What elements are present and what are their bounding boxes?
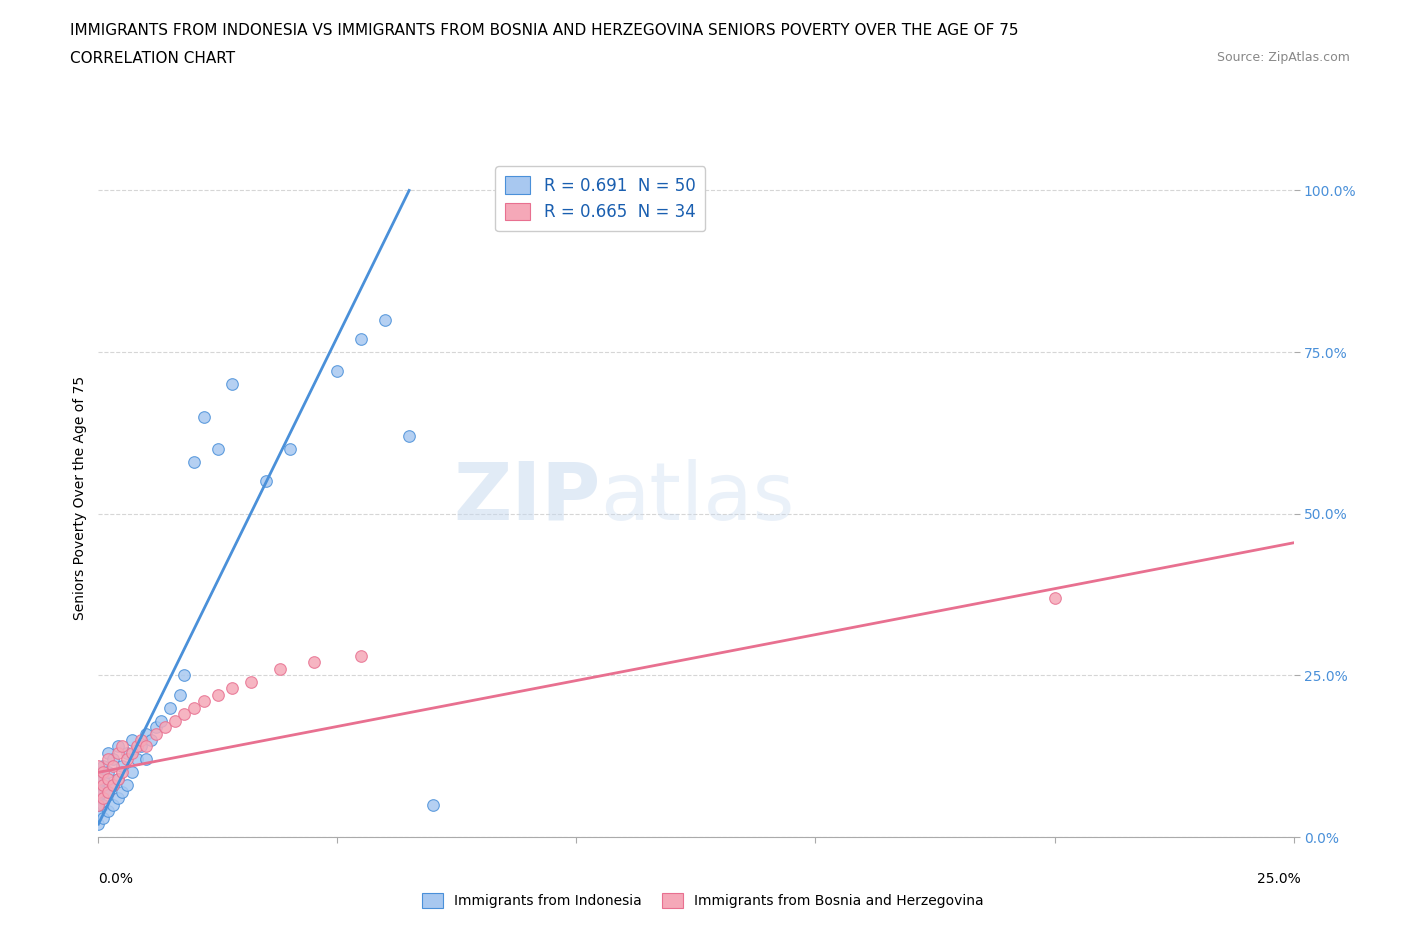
Point: [278, 442, 301, 457]
Point: [115, 746, 138, 761]
Point: [107, 771, 129, 786]
Point: [97, 746, 120, 761]
Text: atlas: atlas: [600, 458, 794, 537]
Point: [107, 746, 129, 761]
Legend: R = 0.691  N = 50, R = 0.665  N = 34: R = 0.691 N = 50, R = 0.665 N = 34: [495, 166, 706, 231]
Point: [374, 312, 396, 327]
Point: [135, 726, 157, 741]
Point: [101, 759, 124, 774]
Point: [193, 409, 215, 424]
Point: [87, 771, 110, 786]
Point: [87, 759, 110, 774]
Point: [135, 752, 157, 767]
Text: IMMIGRANTS FROM INDONESIA VS IMMIGRANTS FROM BOSNIA AND HERZEGOVINA SENIORS POVE: IMMIGRANTS FROM INDONESIA VS IMMIGRANTS …: [70, 23, 1019, 38]
Point: [1043, 591, 1066, 605]
Point: [207, 442, 229, 457]
Point: [97, 764, 120, 779]
Point: [111, 764, 134, 779]
Point: [135, 739, 157, 754]
Point: [269, 661, 291, 676]
Point: [350, 648, 373, 663]
Point: [254, 474, 277, 489]
Point: [111, 739, 134, 754]
Point: [163, 713, 186, 728]
Legend: Immigrants from Indonesia, Immigrants from Bosnia and Herzegovina: Immigrants from Indonesia, Immigrants fr…: [416, 888, 990, 914]
Point: [101, 752, 124, 767]
Point: [240, 674, 263, 689]
Point: [398, 429, 420, 444]
Text: CORRELATION CHART: CORRELATION CHART: [70, 51, 235, 66]
Point: [101, 777, 124, 792]
Point: [302, 655, 325, 670]
Point: [183, 455, 205, 470]
Point: [97, 784, 120, 799]
Point: [115, 777, 138, 792]
Y-axis label: Seniors Poverty Over the Age of 75: Seniors Poverty Over the Age of 75: [73, 376, 87, 619]
Point: [145, 720, 167, 735]
Point: [87, 784, 110, 799]
Point: [121, 733, 143, 748]
Point: [221, 681, 243, 696]
Point: [87, 764, 110, 779]
Point: [183, 700, 205, 715]
Point: [107, 771, 129, 786]
Point: [91, 790, 114, 805]
Point: [97, 752, 120, 767]
Point: [173, 668, 195, 683]
Point: [107, 739, 129, 754]
Point: [145, 726, 167, 741]
Point: [97, 804, 120, 818]
Point: [87, 771, 110, 786]
Point: [87, 790, 110, 805]
Point: [131, 733, 153, 748]
Text: ZIP: ZIP: [453, 458, 600, 537]
Point: [159, 700, 181, 715]
Point: [115, 752, 138, 767]
Point: [149, 713, 172, 728]
Point: [91, 764, 114, 779]
Point: [97, 771, 120, 786]
Point: [87, 777, 110, 792]
Point: [121, 746, 143, 761]
Text: Source: ZipAtlas.com: Source: ZipAtlas.com: [1216, 51, 1350, 64]
Point: [221, 377, 243, 392]
Point: [91, 777, 114, 792]
Point: [107, 790, 129, 805]
Point: [87, 784, 110, 799]
Point: [91, 810, 114, 825]
Point: [155, 720, 177, 735]
Point: [111, 759, 134, 774]
Point: [350, 332, 373, 347]
Point: [326, 364, 349, 379]
Point: [422, 797, 444, 812]
Point: [207, 687, 229, 702]
Point: [193, 694, 215, 709]
Point: [91, 784, 114, 799]
Point: [97, 784, 120, 799]
Point: [139, 733, 162, 748]
Point: [111, 784, 134, 799]
Point: [101, 777, 124, 792]
Point: [91, 759, 114, 774]
Text: 0.0%: 0.0%: [98, 871, 134, 886]
Point: [125, 739, 148, 754]
Point: [173, 707, 195, 722]
Point: [101, 797, 124, 812]
Point: [87, 797, 110, 812]
Text: 25.0%: 25.0%: [1257, 871, 1301, 886]
Point: [87, 804, 110, 818]
Point: [121, 764, 143, 779]
Point: [87, 817, 110, 831]
Point: [91, 771, 114, 786]
Point: [87, 797, 110, 812]
Point: [131, 739, 153, 754]
Point: [91, 797, 114, 812]
Point: [125, 752, 148, 767]
Point: [169, 687, 191, 702]
